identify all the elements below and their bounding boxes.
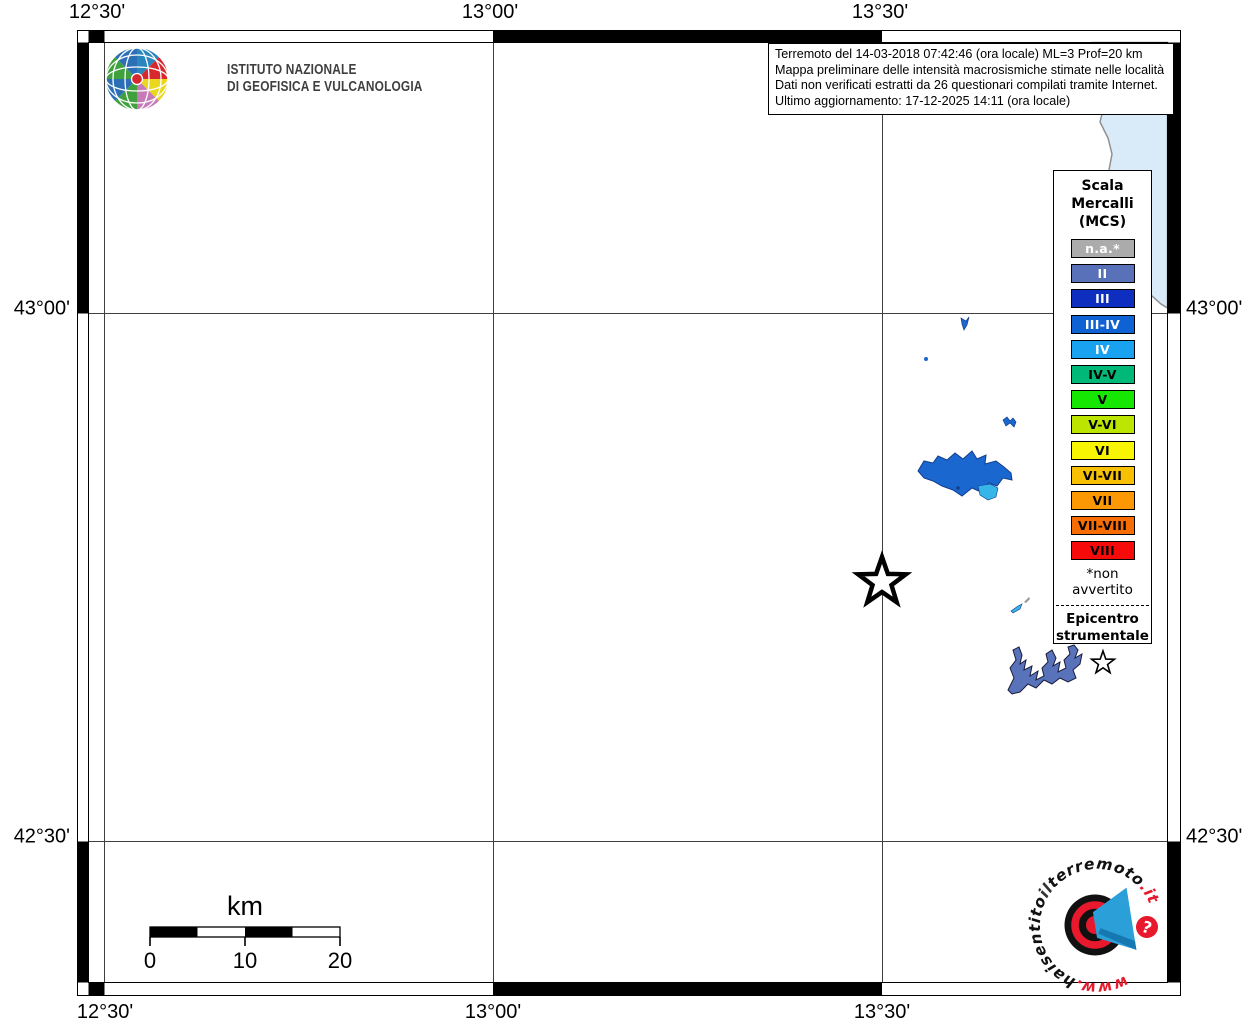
distance-scale-bar: km 0 10 20 bbox=[144, 891, 352, 973]
axis-label-right-4300: 43°00' bbox=[1186, 297, 1243, 320]
legend-title: Scala Mercalli (MCS) bbox=[1071, 178, 1134, 230]
lake-cyan-dash bbox=[1010, 603, 1023, 614]
legend-swatch-iii: III bbox=[1070, 289, 1135, 309]
info-line-updated: Ultimo aggiornamento: 17-12-2025 14:11 (… bbox=[775, 94, 1071, 109]
legend-swatch-na: n.a.* bbox=[1070, 239, 1135, 258]
scale-tick-0: 0 bbox=[144, 948, 156, 973]
epicenter-star-icon bbox=[1088, 648, 1117, 676]
legend-swatch-vi: VI bbox=[1070, 440, 1135, 460]
question-mark-icon: ? bbox=[1136, 916, 1158, 938]
ingv-name-line2: DI GEOFISICA E VULCANOLOGIA bbox=[227, 79, 423, 95]
legend-swatches: n.a.* II III III-IV IV IV-V V V-VI VI VI… bbox=[1054, 239, 1151, 561]
earthquake-info-box: Terremoto del 14-03-2018 07:42:46 (ora l… bbox=[768, 43, 1174, 115]
megaphone-icon bbox=[1092, 887, 1137, 950]
axis-label-left-4300: 43°00' bbox=[13, 297, 70, 320]
graticule-gridlines bbox=[88, 42, 1168, 983]
legend-separator bbox=[1056, 605, 1149, 607]
scale-unit-label: km bbox=[227, 891, 263, 921]
legend-swatch-iii-iv: III-IV bbox=[1070, 314, 1135, 334]
ingv-wordmark: ISTITUTO NAZIONALE DI GEOFISICA E VULCAN… bbox=[227, 62, 423, 96]
legend-swatch-viii: VIII bbox=[1070, 541, 1135, 561]
lake-dot-2 bbox=[956, 486, 960, 490]
legend-epicenter-label: Epicentro strumentale bbox=[1056, 611, 1149, 645]
map-frame bbox=[77, 30, 1181, 996]
info-line-event: Terremoto del 14-03-2018 07:42:46 (ora l… bbox=[775, 47, 1143, 61]
lake-large bbox=[917, 450, 1013, 497]
axis-label-left-4230: 42°30' bbox=[13, 825, 70, 848]
lake-small-m bbox=[1002, 416, 1017, 428]
lake-small-y bbox=[960, 316, 970, 331]
axis-label-top-1300: 13°00' bbox=[461, 1, 519, 23]
lake-branching bbox=[1007, 644, 1083, 695]
gray-dash bbox=[1024, 597, 1030, 603]
legend-swatch-ii: II bbox=[1070, 264, 1135, 284]
lake-dot bbox=[924, 357, 928, 361]
info-line-data: Dati non verificati estratti da 26 quest… bbox=[775, 78, 1158, 93]
axis-label-bottom-1300: 13°00' bbox=[464, 1001, 522, 1023]
legend-swatch-v-vi: V-VI bbox=[1070, 415, 1135, 435]
mercalli-scale-legend: Scala Mercalli (MCS) n.a.* II III III-IV… bbox=[1053, 170, 1152, 676]
ingv-globe-logo bbox=[105, 47, 169, 111]
axis-label-right-4230: 42°30' bbox=[1186, 825, 1243, 848]
axis-label-bottom-1330: 13°30' bbox=[853, 1001, 911, 1023]
epicenter-star-marker bbox=[851, 550, 913, 608]
legend-swatch-iv-v: IV-V bbox=[1070, 364, 1135, 384]
ingv-name-line1: ISTITUTO NAZIONALE bbox=[227, 62, 357, 78]
lakes bbox=[917, 316, 1083, 695]
legend-epicenter-symbol bbox=[1054, 648, 1151, 682]
info-line-map: Mappa preliminare delle intensità macros… bbox=[775, 62, 1165, 77]
axis-label-bottom-1230: 12°30' bbox=[76, 1001, 134, 1023]
legend-footnote: *non avvertito bbox=[1072, 566, 1133, 599]
legend-swatch-iv: IV bbox=[1070, 339, 1135, 359]
legend-swatch-v: V bbox=[1070, 390, 1135, 410]
scale-tick-10: 10 bbox=[233, 948, 257, 973]
legend-swatch-vi-vii: VI-VII bbox=[1070, 465, 1135, 485]
haisentito-watermark-logo: www.haisentitoilterremoto.it ? bbox=[1026, 854, 1162, 997]
lake-large-cyan-part bbox=[977, 483, 999, 501]
axis-label-top-1330: 13°30' bbox=[851, 1, 909, 23]
scale-tick-20: 20 bbox=[328, 948, 352, 973]
legend-swatch-vii-viii: VII-VIII bbox=[1070, 516, 1135, 536]
legend-swatch-vii: VII bbox=[1070, 490, 1135, 510]
axis-label-top-1230: 12°30' bbox=[68, 1, 126, 23]
